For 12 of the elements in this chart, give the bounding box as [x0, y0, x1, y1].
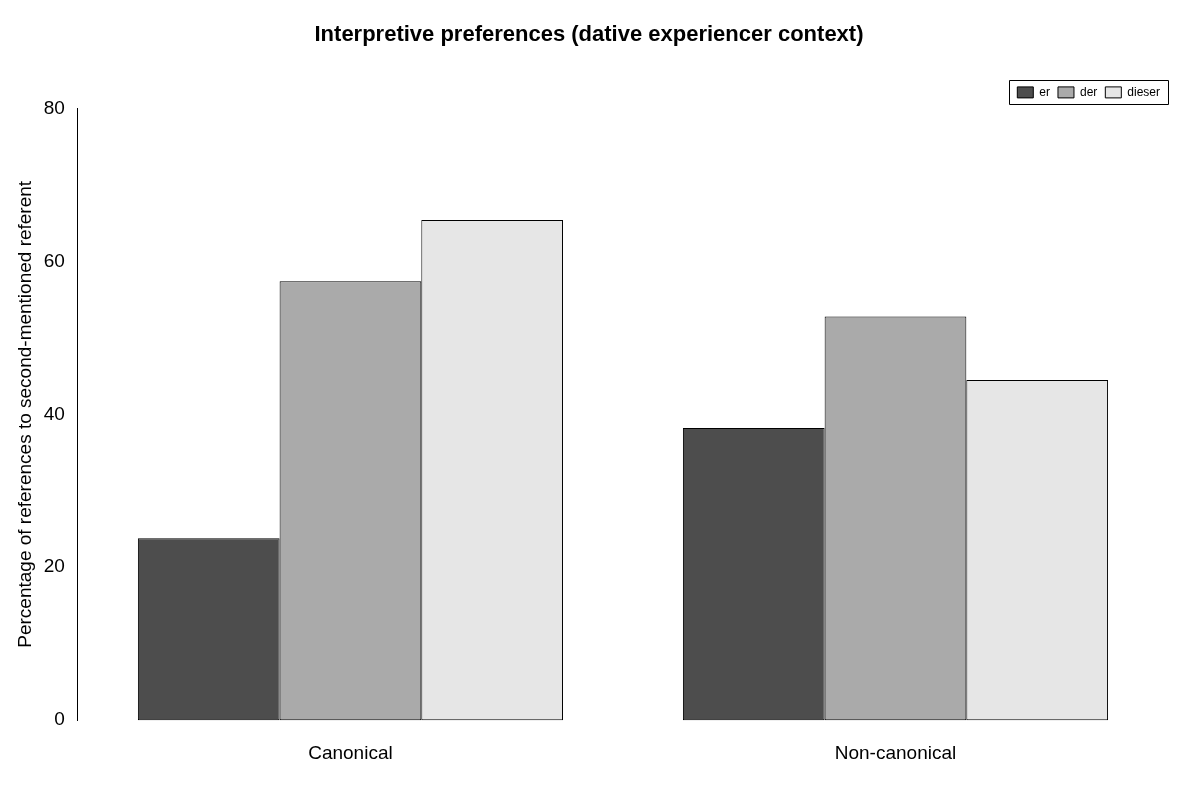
x-tick-label: Non-canonical: [834, 741, 957, 763]
legend-label: er: [1039, 84, 1050, 99]
y-tick-label: 60: [43, 249, 65, 271]
chart-title: Interpretive preferences (dative experiencer context): [314, 21, 864, 47]
legend-label: der: [1079, 84, 1098, 99]
y-tick-label: 0: [54, 708, 65, 730]
y-axis-title: Percentage of references to second-mentioned referent: [13, 180, 35, 648]
x-tick-label: Canonical: [308, 741, 393, 763]
y-tick-label: 20: [43, 555, 65, 577]
y-tick-label: 80: [43, 96, 65, 118]
y-tick-label: 40: [43, 402, 65, 424]
legend-label: dieser: [1127, 84, 1160, 99]
